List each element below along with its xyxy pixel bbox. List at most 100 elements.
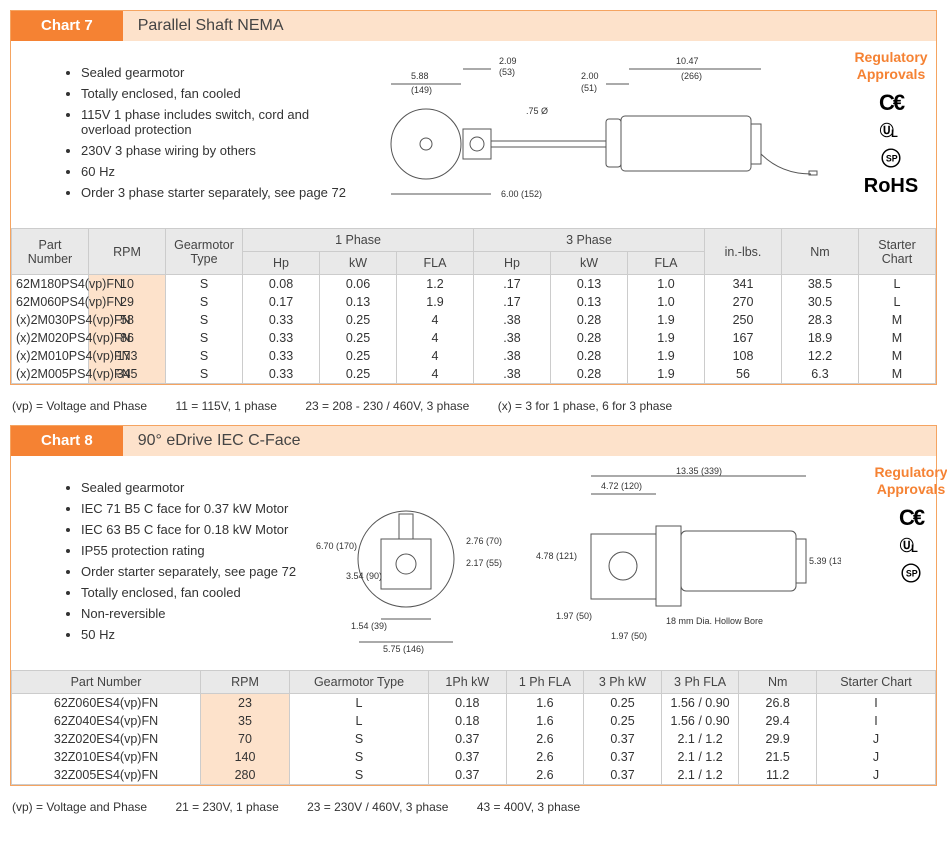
- table-cell: 1.9: [628, 311, 705, 329]
- table-cell: J: [817, 748, 936, 766]
- table-cell: 2.6: [506, 730, 584, 748]
- table-cell: 0.18: [429, 694, 507, 713]
- table-cell: L: [859, 275, 936, 294]
- table-cell: 0.17: [243, 293, 320, 311]
- table-cell: M: [859, 347, 936, 365]
- svg-text:SP: SP: [906, 569, 918, 579]
- svg-text:L: L: [891, 128, 898, 140]
- col-rpm: RPM: [201, 671, 290, 694]
- table-cell: 62Z060ES4(vp)FN: [12, 694, 201, 713]
- table-cell: 0.37: [584, 766, 662, 785]
- table-cell: M: [859, 329, 936, 347]
- col-kw3: 3 Ph kW: [584, 671, 662, 694]
- table-cell: 4: [397, 329, 474, 347]
- svg-text:L: L: [911, 543, 918, 555]
- table-row: (x)2M010PS4(vp)FN173S0.330.254.380.281.9…: [12, 347, 936, 365]
- table-cell: 2.1 / 1.2: [661, 766, 739, 785]
- col-gtype: Gearmotor Type: [166, 229, 243, 275]
- table-cell: S: [166, 275, 243, 294]
- table-cell: 0.25: [320, 311, 397, 329]
- svg-text:3.54 (90): 3.54 (90): [346, 571, 382, 581]
- table-cell: 2.1 / 1.2: [661, 730, 739, 748]
- table-cell: 341: [705, 275, 782, 294]
- table-cell: 18.9: [782, 329, 859, 347]
- table-cell: (x)2M005PS4(vp)FN: [12, 365, 89, 384]
- table-cell: I: [817, 694, 936, 713]
- table-row: 62Z040ES4(vp)FN35L0.181.60.251.56 / 0.90…: [12, 712, 936, 730]
- table-cell: .17: [474, 293, 551, 311]
- table-cell: 26.8: [739, 694, 817, 713]
- col-fla3: FLA: [628, 252, 705, 275]
- col-starter: Starter Chart: [859, 229, 936, 275]
- feature-item: Order 3 phase starter separately, see pa…: [81, 182, 361, 203]
- chart7-header: Chart 7 Parallel Shaft NEMA: [11, 11, 936, 41]
- table-cell: 0.25: [320, 365, 397, 384]
- table-cell: .38: [474, 347, 551, 365]
- col-hp3: Hp: [474, 252, 551, 275]
- col-inlbs: in.-lbs.: [705, 229, 782, 275]
- table-cell: S: [166, 365, 243, 384]
- table-cell: 1.9: [397, 293, 474, 311]
- svg-text:SP: SP: [886, 154, 898, 164]
- col-nm: Nm: [739, 671, 817, 694]
- table-cell: 29.9: [739, 730, 817, 748]
- svg-text:1.54 (39): 1.54 (39): [351, 621, 387, 631]
- table-cell: 62M180PS4(vp)FN: [12, 275, 89, 294]
- col-fla3: 3 Ph FLA: [661, 671, 739, 694]
- table-row: 62M060PS4(vp)FN29S0.170.131.9.170.131.02…: [12, 293, 936, 311]
- feature-item: 230V 3 phase wiring by others: [81, 140, 361, 161]
- feature-item: Non-reversible: [81, 603, 301, 624]
- table-cell: 32Z010ES4(vp)FN: [12, 748, 201, 766]
- table-cell: 0.33: [243, 347, 320, 365]
- table-cell: 0.37: [584, 730, 662, 748]
- svg-text:4.72 (120): 4.72 (120): [601, 481, 642, 491]
- col-phase3: 3 Phase: [474, 229, 705, 252]
- svg-text:2.76 (70): 2.76 (70): [466, 536, 502, 546]
- table-cell: 4: [397, 365, 474, 384]
- table-cell: 1.2: [397, 275, 474, 294]
- table-cell: 0.13: [320, 293, 397, 311]
- table-cell: (x)2M020PS4(vp)FN: [12, 329, 89, 347]
- table-cell: 1.9: [628, 347, 705, 365]
- svg-text:5.39 (137): 5.39 (137): [809, 556, 841, 566]
- table-cell: 0.37: [429, 730, 507, 748]
- table-cell: 167: [705, 329, 782, 347]
- table-cell: .38: [474, 329, 551, 347]
- feature-item: 115V 1 phase includes switch, cord and o…: [81, 104, 361, 140]
- table-cell: 0.06: [320, 275, 397, 294]
- col-pn: Part Number: [12, 229, 89, 275]
- col-nm: Nm: [782, 229, 859, 275]
- table-cell: 35: [201, 712, 290, 730]
- table-cell: 0.13: [551, 293, 628, 311]
- chart7-features: Sealed gearmotor Totally enclosed, fan c…: [21, 62, 361, 203]
- table-cell: .38: [474, 311, 551, 329]
- table-cell: 0.33: [243, 311, 320, 329]
- table-cell: 0.37: [584, 748, 662, 766]
- chart7-tab: Chart 7: [11, 11, 123, 41]
- svg-text:(266): (266): [681, 71, 702, 81]
- table-row: 62Z060ES4(vp)FN23L0.181.60.251.56 / 0.90…: [12, 694, 936, 713]
- table-cell: 0.25: [584, 712, 662, 730]
- col-kw3: kW: [551, 252, 628, 275]
- table-cell: .38: [474, 365, 551, 384]
- table-cell: 250: [705, 311, 782, 329]
- reg-marks: C€ ⓊL SP RoHS: [831, 89, 947, 200]
- table-cell: S: [166, 293, 243, 311]
- table-cell: 0.33: [243, 329, 320, 347]
- table-cell: 0.25: [320, 329, 397, 347]
- table-cell: 38.5: [782, 275, 859, 294]
- csa-mark-icon: SP: [877, 147, 905, 169]
- chart8-tab: Chart 8: [11, 426, 123, 456]
- table-cell: 0.33: [243, 365, 320, 384]
- table-cell: 0.18: [429, 712, 507, 730]
- table-row: 32Z010ES4(vp)FN140S0.372.60.372.1 / 1.22…: [12, 748, 936, 766]
- table-cell: 70: [201, 730, 290, 748]
- chart7-diagram: 5.88 (149) 2.09 (53) 2.00 (51) 10.47 (26…: [371, 49, 821, 199]
- table-cell: 4: [397, 347, 474, 365]
- table-cell: M: [859, 311, 936, 329]
- table-cell: 1.9: [628, 329, 705, 347]
- table-cell: J: [817, 730, 936, 748]
- table-cell: (x)2M030PS4(vp)FN: [12, 311, 89, 329]
- table-cell: 1.9: [628, 365, 705, 384]
- table-cell: .17: [474, 275, 551, 294]
